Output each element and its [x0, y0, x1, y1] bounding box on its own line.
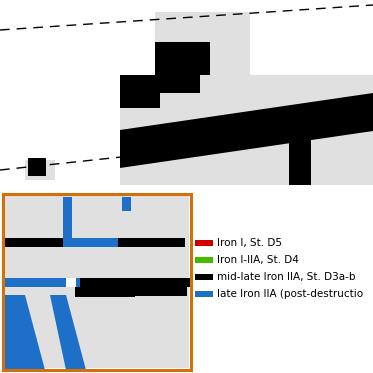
Bar [120, 75, 373, 185]
Bar [28, 158, 46, 176]
Bar [5, 278, 190, 287]
Bar [5, 238, 185, 247]
Text: mid-late Iron IIA, St. D3a-b: mid-late Iron IIA, St. D3a-b [217, 272, 355, 282]
Bar [63, 197, 72, 243]
Bar [75, 285, 135, 297]
Bar [120, 93, 160, 108]
Bar [63, 238, 118, 247]
Bar [195, 291, 213, 297]
Text: Iron I-IIA, St. D4: Iron I-IIA, St. D4 [217, 255, 299, 265]
Bar [122, 197, 131, 211]
Bar [195, 274, 213, 280]
Bar [3, 194, 191, 370]
Bar [195, 257, 213, 263]
Bar [25, 160, 55, 180]
Bar [155, 42, 210, 75]
Bar [195, 240, 213, 246]
Bar [155, 12, 250, 75]
Polygon shape [120, 93, 373, 168]
Text: Iron I, St. D5: Iron I, St. D5 [217, 238, 282, 248]
Bar [289, 130, 311, 185]
Bar [135, 278, 187, 296]
Text: late Iron IIA (post-destructio: late Iron IIA (post-destructio [217, 289, 363, 299]
Bar [5, 278, 80, 287]
Polygon shape [5, 295, 45, 370]
Bar [5, 196, 189, 368]
Bar [66, 278, 76, 287]
Polygon shape [50, 295, 86, 370]
Bar [120, 75, 200, 93]
